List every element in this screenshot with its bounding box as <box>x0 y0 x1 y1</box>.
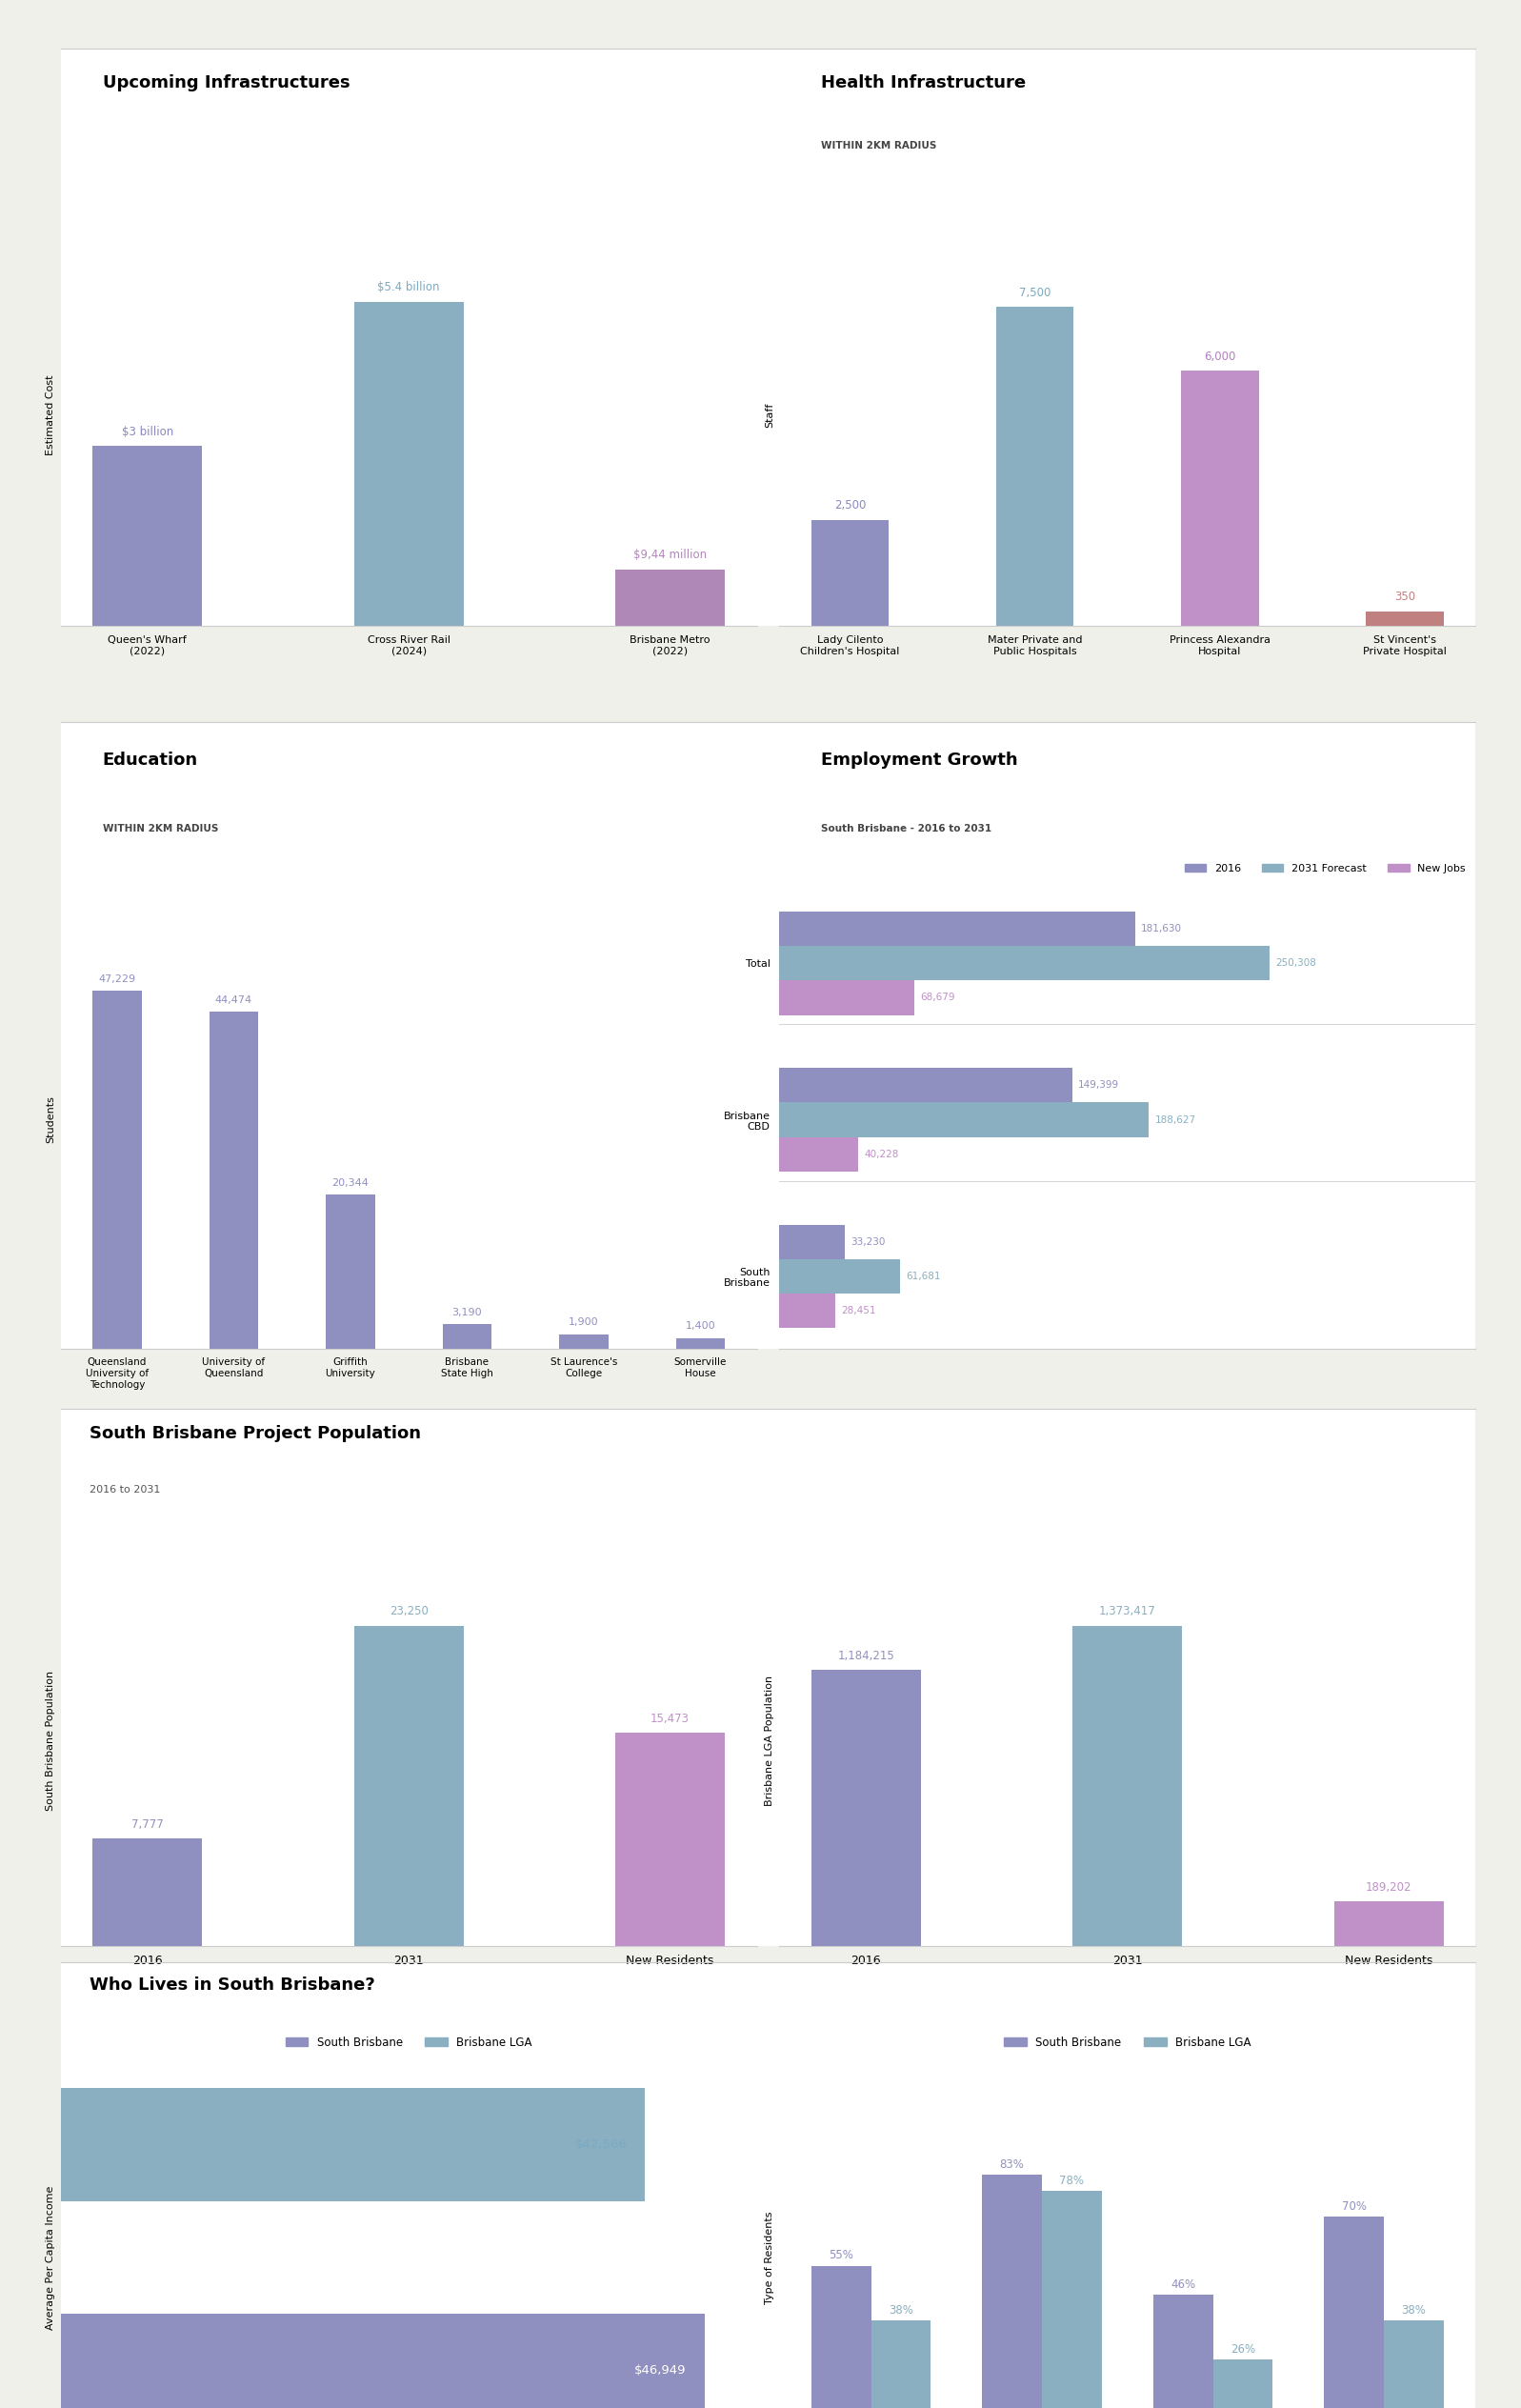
Text: 38%: 38% <box>888 2304 913 2316</box>
Bar <box>93 1840 202 1946</box>
Bar <box>210 1011 259 1348</box>
Legend: 2016, 2031 Forecast, New Jobs: 2016, 2031 Forecast, New Jobs <box>1180 860 1471 877</box>
Bar <box>560 1334 608 1348</box>
Bar <box>93 445 202 626</box>
Text: 1,373,417: 1,373,417 <box>1100 1606 1156 1618</box>
Text: $3 billion: $3 billion <box>122 426 173 438</box>
Bar <box>779 1069 1072 1103</box>
Legend: South Brisbane, Brisbane LGA: South Brisbane, Brisbane LGA <box>281 2032 537 2054</box>
Y-axis label: Estimated Cost: Estimated Cost <box>46 376 56 455</box>
Bar <box>1366 612 1443 626</box>
Text: $46,949: $46,949 <box>634 2365 686 2377</box>
Text: 61,681: 61,681 <box>907 1271 941 1281</box>
Bar <box>1212 2360 1273 2408</box>
Text: 7,500: 7,500 <box>1019 287 1051 299</box>
Text: 250,308: 250,308 <box>1276 958 1316 968</box>
Y-axis label: Staff: Staff <box>765 402 774 429</box>
Bar <box>1072 1625 1182 1946</box>
Text: 189,202: 189,202 <box>1366 1881 1411 1893</box>
Bar <box>675 1339 726 1348</box>
Bar <box>779 946 1270 980</box>
Y-axis label: Average Per Capita Income: Average Per Capita Income <box>46 2186 56 2329</box>
Text: 70%: 70% <box>1342 2201 1366 2213</box>
Text: Health Infrastructure: Health Infrastructure <box>821 75 1027 92</box>
Text: 7,777: 7,777 <box>131 1818 163 1830</box>
Text: WITHIN 2KM RADIUS: WITHIN 2KM RADIUS <box>102 824 218 833</box>
Text: Employment Growth: Employment Growth <box>821 751 1018 768</box>
Bar <box>1334 1902 1443 1946</box>
Text: 188,627: 188,627 <box>1154 1115 1196 1125</box>
Text: 1,900: 1,900 <box>569 1317 599 1327</box>
Y-axis label: Brisbane LGA Population: Brisbane LGA Population <box>765 1676 774 1806</box>
Bar <box>983 2174 1042 2408</box>
Bar <box>779 1103 1148 1137</box>
Bar <box>779 1137 858 1170</box>
Bar <box>616 1734 726 1946</box>
Text: 40,228: 40,228 <box>864 1149 899 1158</box>
Bar <box>354 301 464 626</box>
Bar <box>93 992 141 1348</box>
Text: 181,630: 181,630 <box>1141 925 1182 934</box>
Text: 2016 to 2031: 2016 to 2031 <box>90 1483 160 1493</box>
Bar <box>996 306 1074 626</box>
Bar <box>61 2314 706 2408</box>
Bar <box>811 2266 872 2408</box>
Text: 26%: 26% <box>1230 2343 1255 2355</box>
Text: South Brisbane - 2016 to 2031: South Brisbane - 2016 to 2031 <box>821 824 992 833</box>
Text: 46%: 46% <box>1171 2278 1196 2290</box>
Legend: South Brisbane, Brisbane LGA: South Brisbane, Brisbane LGA <box>999 2032 1255 2054</box>
Text: 47,229: 47,229 <box>99 975 135 985</box>
Text: Who Lives in South Brisbane?: Who Lives in South Brisbane? <box>90 1977 374 1994</box>
Bar <box>325 1194 374 1348</box>
Bar <box>811 1669 920 1946</box>
Text: 1,184,215: 1,184,215 <box>838 1649 894 1662</box>
Bar <box>1384 2321 1443 2408</box>
Bar <box>1182 371 1259 626</box>
Text: 23,250: 23,250 <box>389 1606 429 1618</box>
Y-axis label: Students: Students <box>46 1096 56 1144</box>
Text: WITHIN 2KM RADIUS: WITHIN 2KM RADIUS <box>821 142 937 149</box>
Text: 15,473: 15,473 <box>651 1712 689 1724</box>
Text: 350: 350 <box>1395 590 1416 602</box>
Bar <box>779 1226 844 1259</box>
Bar <box>872 2321 931 2408</box>
Text: 149,399: 149,399 <box>1078 1081 1119 1091</box>
Bar <box>811 520 888 626</box>
Text: 78%: 78% <box>1060 2174 1084 2186</box>
Text: 55%: 55% <box>829 2249 853 2261</box>
Text: $5.4 billion: $5.4 billion <box>377 282 440 294</box>
Bar <box>61 2088 645 2201</box>
Bar <box>1325 2218 1384 2408</box>
Text: Education: Education <box>102 751 198 768</box>
Bar <box>779 913 1135 946</box>
Y-axis label: South Brisbane Population: South Brisbane Population <box>46 1671 56 1811</box>
Y-axis label: Type of Residents: Type of Residents <box>765 2211 774 2304</box>
Text: 38%: 38% <box>1401 2304 1427 2316</box>
Text: 68,679: 68,679 <box>920 992 955 1002</box>
Bar <box>779 1293 835 1327</box>
Bar <box>354 1625 464 1946</box>
Bar <box>1153 2295 1212 2408</box>
Text: 3,190: 3,190 <box>452 1308 482 1317</box>
Text: 28,451: 28,451 <box>841 1305 876 1315</box>
Text: $42,566: $42,566 <box>575 2138 628 2150</box>
Bar <box>779 1259 900 1293</box>
Text: 44,474: 44,474 <box>214 995 252 1004</box>
Text: $9,44 million: $9,44 million <box>633 549 707 561</box>
Text: 1,400: 1,400 <box>686 1322 715 1332</box>
Text: 20,344: 20,344 <box>332 1178 370 1187</box>
Bar <box>779 980 914 1014</box>
Text: South Brisbane Project Population: South Brisbane Project Population <box>90 1426 421 1442</box>
Text: 6,000: 6,000 <box>1205 349 1237 364</box>
Text: 33,230: 33,230 <box>850 1238 885 1247</box>
Bar <box>616 568 726 626</box>
Text: 83%: 83% <box>999 2158 1024 2172</box>
Bar <box>443 1324 491 1348</box>
Text: Upcoming Infrastructures: Upcoming Infrastructures <box>102 75 350 92</box>
Text: 2,500: 2,500 <box>834 498 865 510</box>
Bar <box>1042 2191 1101 2408</box>
